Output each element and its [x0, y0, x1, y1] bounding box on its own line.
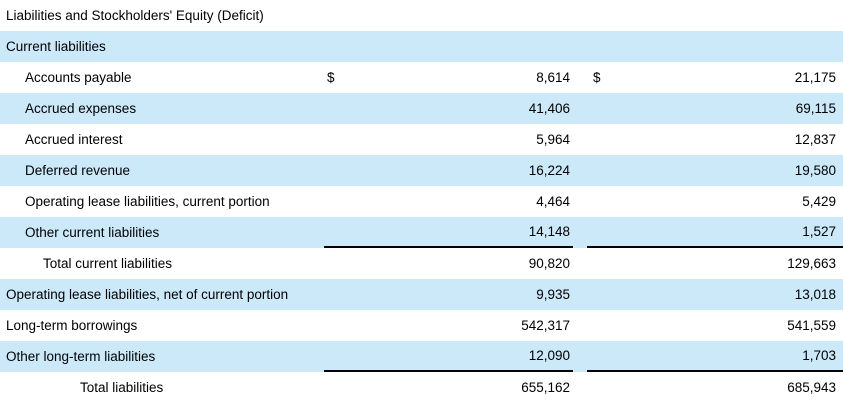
column-gap	[573, 93, 587, 124]
amount-value-period2: 21,175	[794, 70, 836, 85]
column-gap	[573, 341, 587, 372]
amount-value-period2: 685,943	[787, 380, 836, 395]
table-row: Other long-term liabilities 12,090 1,703	[0, 341, 843, 372]
row-label: Deferred revenue	[25, 163, 131, 178]
row-label: Total liabilities	[80, 380, 164, 395]
amount-value-period2: 1,527	[802, 224, 836, 239]
amount-value-period1: 9,935	[536, 287, 570, 302]
amount-cell-period1: $ 8,614	[324, 62, 573, 93]
amount-cell-period2: 5,429	[587, 186, 843, 217]
table-row: Current liabilities	[0, 31, 843, 62]
amount-cell-period2: 13,018	[587, 279, 843, 310]
amount-cell-period1	[324, 31, 573, 62]
amount-cell-period2: 685,943	[587, 372, 843, 403]
amount-cell-period1: 14,148	[324, 217, 573, 248]
amount-value-period1: 655,162	[521, 380, 570, 395]
amount-cell-period1: 41,406	[324, 93, 573, 124]
row-label: Long-term borrowings	[6, 318, 138, 333]
amount-cell-period1: 9,935	[324, 279, 573, 310]
amount-cell-period2: 129,663	[587, 248, 843, 279]
dollar-sign-period1: $	[327, 70, 335, 85]
amount-cell-period2: 541,559	[587, 310, 843, 341]
dollar-sign-period2: $	[593, 70, 601, 85]
amount-cell-period1: 16,224	[324, 155, 573, 186]
column-gap	[573, 62, 587, 93]
amount-cell-period2: $ 21,175	[587, 62, 843, 93]
row-label: Current liabilities	[6, 39, 106, 54]
amount-value-period2: 69,115	[795, 101, 836, 116]
amount-cell-period2	[587, 0, 843, 31]
amount-value-period1: 12,090	[528, 348, 570, 363]
amount-cell-period1: 4,464	[324, 186, 573, 217]
amount-value-period1: 14,148	[528, 224, 570, 239]
column-gap	[573, 310, 587, 341]
column-gap	[573, 0, 587, 31]
amount-value-period1: 41,406	[528, 101, 570, 116]
table-row: Deferred revenue 16,224 19,580	[0, 155, 843, 186]
amount-value-period1: 90,820	[528, 256, 570, 271]
amount-value-period2: 541,559	[787, 318, 836, 333]
amount-value-period2: 5,429	[802, 194, 836, 209]
amount-cell-period2	[587, 31, 843, 62]
amount-cell-period1: 5,964	[324, 124, 573, 155]
amount-value-period1: 4,464	[536, 194, 570, 209]
column-gap	[573, 31, 587, 62]
amount-cell-period2: 69,115	[587, 93, 843, 124]
row-label: Other long-term liabilities	[6, 349, 156, 364]
column-gap	[573, 372, 587, 403]
table-row: Accrued expenses 41,406 69,115	[0, 93, 843, 124]
column-gap	[573, 248, 587, 279]
column-gap	[573, 155, 587, 186]
table-row: Other current liabilities 14,148 1,527	[0, 217, 843, 248]
amount-value-period2: 1,703	[802, 348, 836, 363]
amount-value-period2: 129,663	[787, 256, 836, 271]
table-row: Operating lease liabilities, current por…	[0, 186, 843, 217]
amount-cell-period2: 1,703	[587, 341, 843, 372]
amount-value-period2: 13,018	[794, 287, 836, 302]
table-row: Operating lease liabilities, net of curr…	[0, 279, 843, 310]
row-label: Accounts payable	[25, 70, 132, 85]
amount-cell-period1: 12,090	[324, 341, 573, 372]
table-row: Long-term borrowings 542,317 541,559	[0, 310, 843, 341]
row-label: Other current liabilities	[25, 225, 160, 240]
column-gap	[573, 217, 587, 248]
amount-cell-period2: 1,527	[587, 217, 843, 248]
row-label: Total current liabilities	[43, 256, 173, 271]
row-label: Operating lease liabilities, net of curr…	[6, 287, 289, 302]
table-row: Total liabilities 655,162 685,943	[0, 372, 843, 403]
amount-cell-period1: 542,317	[324, 310, 573, 341]
table-row: Total current liabilities 90,820 129,663	[0, 248, 843, 279]
table-row: Accrued interest 5,964 12,837	[0, 124, 843, 155]
amount-cell-period1: 90,820	[324, 248, 573, 279]
amount-cell-period2: 12,837	[587, 124, 843, 155]
table-row: Accounts payable $ 8,614 $ 21,175	[0, 62, 843, 93]
amount-value-period2: 19,580	[794, 163, 836, 178]
amount-cell-period1: 655,162	[324, 372, 573, 403]
amount-value-period1: 8,614	[536, 70, 570, 85]
column-gap	[573, 124, 587, 155]
column-gap	[573, 279, 587, 310]
row-label: Accrued expenses	[25, 101, 137, 116]
amount-value-period1: 16,224	[528, 163, 570, 178]
row-label: Liabilities and Stockholders' Equity (De…	[6, 8, 264, 23]
amount-cell-period2: 19,580	[587, 155, 843, 186]
amount-value-period1: 542,317	[521, 318, 570, 333]
table-row: Liabilities and Stockholders' Equity (De…	[0, 0, 843, 31]
column-gap	[573, 186, 587, 217]
amount-value-period2: 12,837	[794, 132, 836, 147]
amount-cell-period1	[324, 0, 573, 31]
amount-value-period1: 5,964	[536, 132, 570, 147]
row-label: Operating lease liabilities, current por…	[25, 194, 270, 209]
row-label: Accrued interest	[25, 132, 123, 147]
